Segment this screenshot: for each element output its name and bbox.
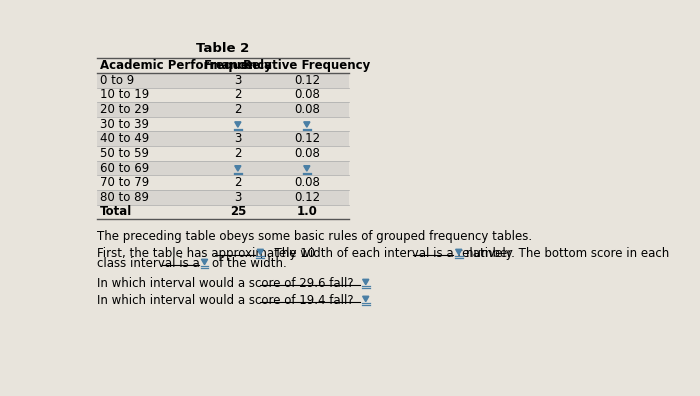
Text: 2: 2 <box>234 103 241 116</box>
Text: class interval is a: class interval is a <box>97 257 200 270</box>
Polygon shape <box>257 249 263 255</box>
Text: 20 to 29: 20 to 29 <box>100 103 149 116</box>
Text: 3: 3 <box>234 74 241 87</box>
Text: Frequency: Frequency <box>204 59 272 72</box>
Text: . The width of each interval is a relatively: . The width of each interval is a relati… <box>267 247 513 260</box>
Text: In which interval would a score of 29.6 fall?: In which interval would a score of 29.6 … <box>97 277 354 290</box>
Bar <box>97 161 349 175</box>
Text: 2: 2 <box>234 147 241 160</box>
Polygon shape <box>304 166 310 171</box>
Text: 0.08: 0.08 <box>294 176 320 189</box>
Text: 2: 2 <box>234 176 241 189</box>
Text: of the width.: of the width. <box>211 257 286 270</box>
Text: 30 to 39: 30 to 39 <box>100 118 149 131</box>
Text: 80 to 89: 80 to 89 <box>100 191 149 204</box>
Polygon shape <box>363 279 369 285</box>
Text: 3: 3 <box>234 191 241 204</box>
Polygon shape <box>202 259 208 265</box>
Polygon shape <box>363 296 369 302</box>
Text: Total: Total <box>100 206 132 219</box>
Text: 10 to 19: 10 to 19 <box>100 88 149 101</box>
Polygon shape <box>304 122 310 127</box>
Text: First, the table has approximately 10: First, the table has approximately 10 <box>97 247 315 260</box>
Bar <box>97 131 349 146</box>
Text: 70 to 79: 70 to 79 <box>100 176 149 189</box>
Text: 50 to 59: 50 to 59 <box>100 147 149 160</box>
Text: The preceding table obeys some basic rules of grouped frequency tables.: The preceding table obeys some basic rul… <box>97 230 532 243</box>
Text: 0.12: 0.12 <box>294 74 320 87</box>
Text: 3: 3 <box>234 132 241 145</box>
Polygon shape <box>234 122 241 127</box>
Polygon shape <box>456 249 462 255</box>
Text: 0.08: 0.08 <box>294 103 320 116</box>
Bar <box>97 102 349 117</box>
Text: In which interval would a score of 19.4 fall?: In which interval would a score of 19.4 … <box>97 294 354 307</box>
Text: 60 to 69: 60 to 69 <box>100 162 149 175</box>
Text: 0.08: 0.08 <box>294 147 320 160</box>
Text: 40 to 49: 40 to 49 <box>100 132 149 145</box>
Text: 0.12: 0.12 <box>294 132 320 145</box>
Text: Relative Frequency: Relative Frequency <box>243 59 370 72</box>
Text: number. The bottom score in each: number. The bottom score in each <box>466 247 669 260</box>
Text: Table 2: Table 2 <box>197 42 250 55</box>
Text: 0.08: 0.08 <box>294 88 320 101</box>
Text: Academic Performance: Academic Performance <box>100 59 253 72</box>
Text: 0 to 9: 0 to 9 <box>100 74 134 87</box>
Bar <box>97 190 349 205</box>
Polygon shape <box>234 166 241 171</box>
Bar <box>97 73 349 88</box>
Text: 2: 2 <box>234 88 241 101</box>
Text: 25: 25 <box>230 206 246 219</box>
Text: 1.0: 1.0 <box>296 206 317 219</box>
Text: 0.12: 0.12 <box>294 191 320 204</box>
